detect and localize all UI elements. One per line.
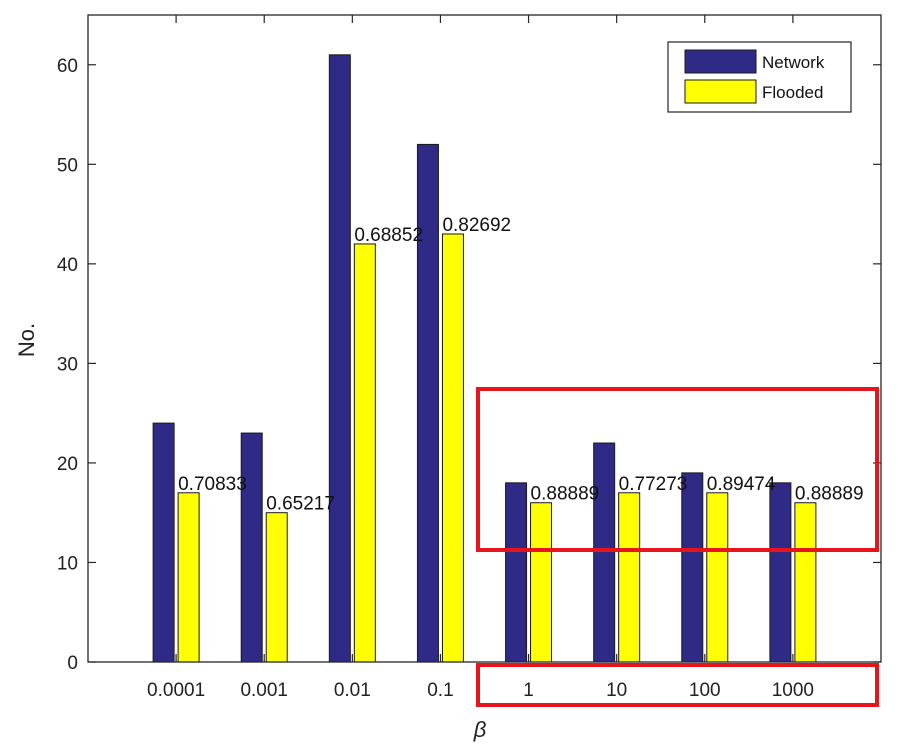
bar-flooded-10	[618, 492, 641, 663]
highlight-box-ticks	[476, 663, 879, 707]
x-tick-label: 0.01	[334, 680, 371, 701]
bar-flooded-0.0001	[177, 492, 200, 663]
y-tick-label: 20	[57, 454, 78, 475]
bars-layer	[152, 54, 817, 663]
legend-label: Flooded	[762, 83, 823, 102]
bar-network-10	[593, 442, 616, 663]
bar-network-1000	[769, 482, 792, 663]
bar-network-0.001	[240, 432, 263, 663]
bar-flooded-0.001	[265, 512, 288, 663]
data-label: 0.68852	[354, 225, 423, 246]
y-tick-label: 30	[57, 354, 78, 375]
y-tick-label: 0	[67, 653, 78, 674]
bar-flooded-0.1	[441, 233, 464, 663]
data-label: 0.88889	[531, 484, 600, 505]
ticks-layer: 0 10 20 30 40 50 60 0.0001 0.001 0.01 0.1 1 10 100 100…	[57, 15, 881, 701]
legend-swatch-flooded	[684, 79, 757, 104]
y-tick-label: 50	[57, 155, 78, 176]
bar-flooded-1000	[794, 502, 817, 663]
data-label: 0.65217	[266, 494, 335, 515]
data-label: 0.82692	[442, 215, 511, 236]
legend: Network Flooded	[667, 41, 852, 113]
legend-swatch-network	[684, 49, 757, 74]
x-tick-label: 0.001	[240, 680, 288, 701]
bar-network-1	[505, 482, 528, 663]
x-tick-label: 0.0001	[147, 680, 205, 701]
legend-label: Network	[762, 53, 825, 72]
x-tick-label: 100	[689, 680, 721, 701]
highlight-box-bars	[476, 387, 879, 552]
data-label: 0.77273	[619, 474, 688, 495]
x-tick-label: 10	[606, 680, 627, 701]
data-label: 0.70833	[178, 474, 247, 495]
data-label: 0.88889	[795, 484, 864, 505]
y-tick-label: 60	[57, 56, 78, 77]
x-tick-label: 0.1	[427, 680, 453, 701]
bar-network-0.01	[328, 54, 351, 663]
axes-box	[87, 14, 882, 663]
x-axis-title: β	[473, 717, 487, 742]
bar-flooded-0.01	[353, 243, 376, 663]
y-tick-label: 40	[57, 255, 78, 276]
y-axis-title: No.	[14, 323, 39, 357]
y-tick-label: 10	[57, 553, 78, 574]
bar-network-0.0001	[152, 422, 175, 663]
bar-flooded-100	[706, 492, 729, 663]
bar-network-0.1	[416, 143, 439, 663]
data-labels-layer: 0.70833 0.65217 0.68852 0.82692 0.88889 0.772…	[178, 215, 863, 515]
highlights-layer	[476, 387, 879, 707]
x-tick-label: 1000	[772, 680, 814, 701]
bar-flooded-1	[530, 502, 553, 663]
bar-network-100	[681, 472, 704, 663]
x-tick-label: 1	[523, 680, 534, 701]
data-label: 0.89474	[707, 474, 776, 495]
